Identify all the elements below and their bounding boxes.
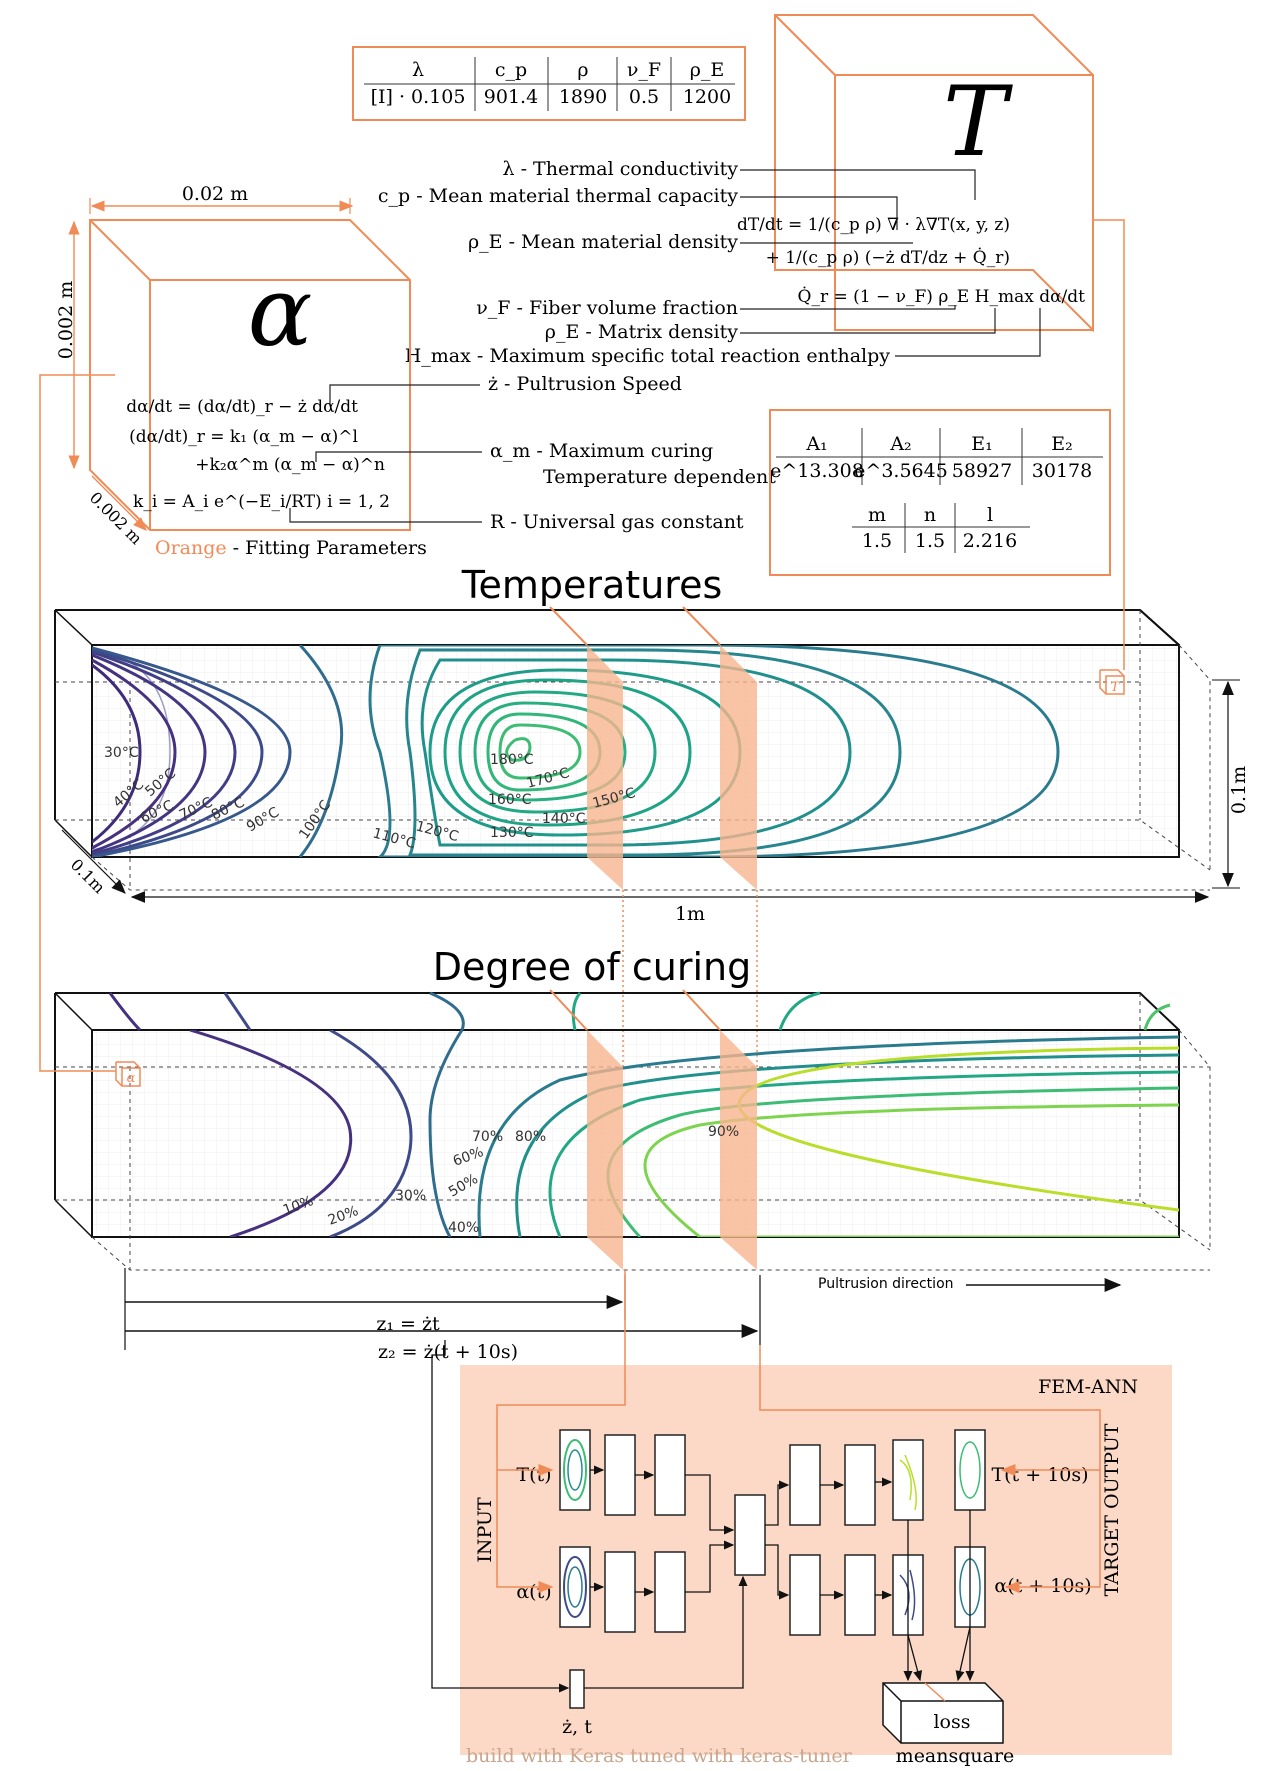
temp-label-180: 180°C	[490, 752, 534, 768]
fitting-parameters-legend: Orange - Fitting Parameters	[155, 537, 427, 559]
temp-dim-depth: 0.1m	[67, 855, 109, 897]
alpha-eq-2: (dα/dt)_r = k₁ (α_m − α)^l	[129, 427, 358, 447]
kin-value-n: 1.5	[915, 530, 945, 552]
t-desc-hmax: H_max - Maximum specific total reaction …	[405, 345, 891, 367]
alpha-dim-width: 0.02 m	[182, 183, 248, 205]
loss-type: meansquare	[896, 1745, 1015, 1767]
conv-layers	[604, 1429, 986, 1636]
curing-bar: 10% 20% 30% 40% 50% 60% 70% 80% 90% α	[39, 374, 1211, 1271]
output-alpha: α(t + 10s)	[994, 1575, 1091, 1597]
kin-header-m: m	[868, 504, 886, 526]
z2-label: z₂ = ż(t + 10s)	[378, 1341, 518, 1363]
temperature-descriptions: λ - Thermal conductivity c_p - Mean mate…	[378, 158, 1041, 367]
input-t: T(t)	[516, 1464, 551, 1486]
footer-note: build with Keras tuned with keras-tuner	[466, 1745, 853, 1767]
mat-header-nuf: ν_F	[627, 59, 661, 81]
output-t: T(t + 10s)	[991, 1464, 1088, 1486]
mat-header-lambda: λ	[412, 59, 424, 81]
temperatures-title: Temperatures	[461, 563, 723, 607]
kin-value-a2: e^3.5645	[854, 460, 948, 482]
kin-header-e1: E₁	[971, 433, 993, 455]
t-desc-nuf: ν_F - Fiber volume fraction	[476, 297, 738, 319]
layer-input-t	[559, 1429, 591, 1511]
alpha-desc-temp-dependent: Temperature dependent	[543, 466, 776, 488]
alpha-dim-height: 0.002 m	[55, 281, 77, 359]
t-eq-1: dT/dt = 1/(c_p ρ) ∇ · λ∇T(x, y, z)	[737, 215, 1010, 235]
fem-ann-panel: FEM-ANN INPUT TARGET OUTPUT T(t) α(t) T(…	[431, 1270, 1172, 1767]
z1-label: z₁ = żt	[376, 1313, 440, 1335]
temp-label-130: 130°C	[490, 825, 534, 841]
loss-box: loss	[882, 1682, 1004, 1744]
t-eq-2: + 1/(c_p ρ) (−ż dT/dz + Q̇_r)	[766, 248, 1010, 268]
cure-label-40: 40%	[448, 1220, 479, 1236]
curing-title: Degree of curing	[433, 945, 751, 989]
mat-value-nuf: 0.5	[629, 86, 659, 108]
t-marker: T	[1111, 680, 1121, 695]
cure-label-90: 90%	[708, 1124, 739, 1140]
fem-ann-title: FEM-ANN	[1038, 1376, 1138, 1398]
kin-header-a2: A₂	[889, 433, 911, 455]
kin-value-e1: 58927	[952, 460, 1012, 482]
t-eq-3: Q̇_r = (1 − ν_F) ρ_E H_max dα/dt	[798, 287, 1086, 307]
temp-label-140: 140°C	[542, 811, 586, 827]
kin-value-a1: e^13.308	[770, 460, 864, 482]
cure-label-30: 30%	[395, 1188, 426, 1204]
loss-label: loss	[933, 1711, 970, 1733]
cure-label-80: 80%	[515, 1129, 546, 1145]
alpha-eq-1: dα/dt = (dα/dt)_r − ż dα/dt	[126, 397, 358, 417]
temp-dim-length: 1m	[675, 903, 705, 925]
kin-value-m: 1.5	[862, 530, 892, 552]
mat-value-lambda: [I] · 0.105	[371, 86, 466, 108]
material-table: λ c_p ρ ν_F ρ_E [I] · 0.105 901.4 1890 0…	[352, 46, 746, 121]
legend-orange-word: Orange	[155, 537, 227, 559]
t-desc-cp: c_p - Mean material thermal capacity	[378, 185, 738, 207]
input-label: INPUT	[474, 1497, 496, 1563]
t-desc-rhoe: ρ_E - Mean material density	[468, 231, 738, 253]
layer-input-alpha	[559, 1546, 591, 1628]
kin-value-l: 2.216	[963, 530, 1017, 552]
alpha-cube: 0.02 m 0.002 m 0.002 m α dα/dt = (dα/dt)…	[55, 183, 427, 559]
mat-header-rhoe: ρ_E	[690, 59, 725, 81]
alpha-eq-3: +k₂α^m (α_m − α)^n	[195, 455, 385, 475]
mat-value-cp: 901.4	[484, 86, 538, 108]
alpha-marker: α	[127, 1071, 136, 1086]
cure-label-70: 70%	[472, 1129, 503, 1145]
mat-value-rhoe: 1200	[683, 86, 731, 108]
kin-value-e2: 30178	[1032, 460, 1092, 482]
target-output-label: TARGET OUTPUT	[1101, 1423, 1123, 1596]
input-alpha: α(t)	[516, 1581, 551, 1603]
alpha-eq-4: k_i = A_i e^(−E_i/RT) i = 1, 2	[133, 492, 390, 512]
alpha-symbol: α	[248, 256, 313, 368]
t-desc-lambda: λ - Thermal conductivity	[503, 158, 739, 180]
kin-header-a1: A₁	[805, 433, 827, 455]
temp-label-30: 30°C	[104, 745, 139, 761]
temperature-cube: T dT/dt = 1/(c_p ρ) ∇ · λ∇T(x, y, z) + 1…	[737, 14, 1094, 333]
kin-header-l: l	[987, 504, 993, 526]
alpha-desc-zdot: ż - Pultrusion Speed	[488, 373, 682, 395]
mat-header-rho: ρ	[577, 59, 588, 81]
alpha-descriptions: ż - Pultrusion Speed α_m - Maximum curin…	[289, 373, 776, 533]
z-arrows: z₁ = żt z₂ = ż(t + 10s) Pultrusion direc…	[124, 1268, 1122, 1363]
t-desc-rhom: ρ_E - Matrix density	[545, 321, 738, 343]
kinetics-table: A₁ A₂ E₁ E₂ e^13.308 e^3.5645 58927 3017…	[769, 409, 1111, 576]
t-symbol: T	[943, 66, 1013, 178]
temp-dim-height: 0.1m	[1228, 766, 1250, 814]
temperature-bar: 30°C 40°C 50°C 60°C 70°C 80°C 90°C 100°C…	[54, 219, 1250, 925]
kin-header-n: n	[924, 504, 936, 526]
aux-input: ż, t	[562, 1716, 592, 1738]
temp-label-160: 160°C	[488, 792, 532, 808]
pultrusion-direction: Pultrusion direction	[818, 1276, 954, 1292]
alpha-desc-r: R - Universal gas constant	[490, 511, 744, 533]
alpha-desc-alpham: α_m - Maximum curing	[490, 440, 713, 462]
legend-rest: - Fitting Parameters	[227, 537, 427, 559]
mat-value-rho: 1890	[559, 86, 607, 108]
mat-header-cp: c_p	[495, 59, 527, 81]
kin-header-e2: E₂	[1051, 433, 1073, 455]
